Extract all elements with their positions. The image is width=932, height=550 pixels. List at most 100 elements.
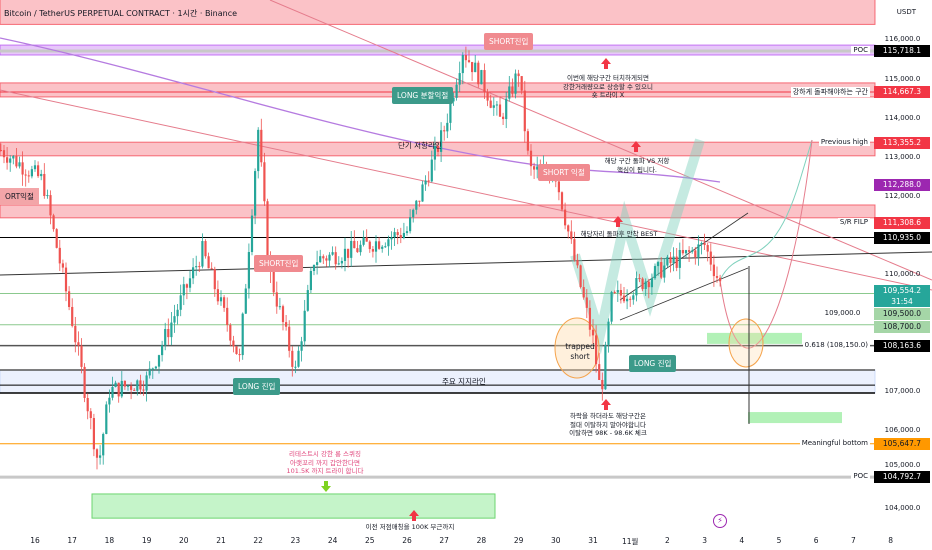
x-tick-label: 27 xyxy=(439,536,449,545)
candle xyxy=(331,252,334,255)
short-tp-badge[interactable]: SHORT 익절 xyxy=(538,164,590,181)
note-best[interactable]: 해당자리 돌파후 안착 BEST xyxy=(580,230,658,238)
lightning-icon[interactable]: ⚡ xyxy=(713,514,727,528)
candle xyxy=(492,105,495,108)
highlight-ellipse xyxy=(554,317,600,379)
candle xyxy=(585,297,588,308)
candle xyxy=(390,237,393,240)
candle xyxy=(281,306,285,323)
target-box xyxy=(748,412,842,424)
candle xyxy=(567,225,570,232)
candle xyxy=(368,241,371,250)
candle xyxy=(182,284,185,296)
long-entry-right-badge[interactable]: LONG 진입 xyxy=(629,355,677,372)
short-entry-badge[interactable]: SHORT진입 xyxy=(484,33,534,50)
level-label: POC xyxy=(851,472,870,481)
candle xyxy=(46,195,49,197)
x-tick-label: 11월 xyxy=(621,537,639,546)
candle xyxy=(80,345,83,367)
long-entry-left-badge[interactable]: LONG 진입 xyxy=(233,378,281,395)
candle xyxy=(635,278,638,296)
candle xyxy=(353,240,356,249)
candle xyxy=(688,250,691,252)
note-prev-low[interactable]: 이전 저점매칭을 100K 부근까지 xyxy=(365,523,455,531)
candle xyxy=(126,385,130,387)
candle xyxy=(644,281,647,290)
target-zone xyxy=(91,493,496,519)
level-label: S/R FILP xyxy=(837,217,870,226)
note-mid[interactable]: 해당 구간 돌파 VS 저항 핵심이 됩니다. xyxy=(605,157,670,174)
candle xyxy=(381,246,384,249)
candle xyxy=(319,256,322,263)
candle xyxy=(365,237,368,242)
candle xyxy=(49,195,52,216)
projection-path xyxy=(570,138,705,355)
candle xyxy=(570,231,573,240)
candle xyxy=(120,380,123,397)
candle xyxy=(384,246,387,248)
trend-line xyxy=(0,251,932,276)
candle xyxy=(588,307,591,330)
candle xyxy=(139,380,142,390)
candle xyxy=(449,101,452,123)
x-tick-label: 7 xyxy=(851,536,856,545)
note-line: 숏 트라이 X xyxy=(591,91,625,99)
short-tp-left-badge[interactable]: ORT익절 xyxy=(0,188,39,205)
price-tag-value: 105,647.7 xyxy=(882,438,922,448)
trapped-short-label[interactable]: trapped short xyxy=(565,342,595,361)
candle xyxy=(613,291,616,293)
candle xyxy=(9,158,12,163)
short-term-resistance-label[interactable]: 단기 저항라인 xyxy=(398,141,442,150)
candle xyxy=(626,298,629,302)
candle xyxy=(483,70,486,92)
candle xyxy=(421,184,424,202)
candle xyxy=(179,295,182,310)
candle xyxy=(86,397,89,412)
y-tick-label: 113,000.0 xyxy=(884,153,921,161)
candle xyxy=(99,455,102,458)
candle xyxy=(402,232,405,239)
candle xyxy=(691,250,694,252)
candle xyxy=(111,386,114,398)
candle xyxy=(520,76,523,91)
candle xyxy=(579,265,582,288)
candle xyxy=(359,244,362,253)
y-tick-label: 116,000.0 xyxy=(884,34,921,43)
x-tick-label: 31 xyxy=(588,536,598,545)
candle xyxy=(328,254,331,261)
price-tag-value: 109,500.0 xyxy=(882,309,922,319)
candle xyxy=(167,329,170,338)
y-tick-label: 105,000.0 xyxy=(884,461,921,470)
candle xyxy=(334,252,337,265)
x-tick-label: 2 xyxy=(665,536,670,545)
price-tag-value: 110,935.0 xyxy=(882,232,922,242)
level-label: Previous high xyxy=(818,138,870,147)
note-line: 핵심이 됩니다. xyxy=(616,165,657,174)
candle xyxy=(560,192,564,210)
major-support-label[interactable]: 주요 지지라인 xyxy=(442,377,486,386)
candle xyxy=(591,329,595,336)
note-retest[interactable]: 리테스트시 강한 롱 스퀴징 아랫꼬리 까지 갑안한다면 101.5K 까지 트… xyxy=(287,450,364,476)
candle xyxy=(61,263,64,268)
candle xyxy=(464,55,467,61)
level-label: 강하게 돌파해야하는 구간 xyxy=(790,86,870,97)
short-entry-mid-badge[interactable]: SHORT진입 xyxy=(254,255,304,272)
candle xyxy=(192,267,195,279)
candle-countdown: 31:54 xyxy=(891,297,913,307)
price-tag: 105,647.7 xyxy=(874,437,930,450)
candle xyxy=(210,268,213,270)
note-line: 이번에 해당구간 터치하게되면 xyxy=(567,74,649,82)
symbol-title[interactable]: Bitcoin / TetherUS PERPETUAL CONTRACT · … xyxy=(4,9,238,18)
candle xyxy=(95,449,99,458)
note-top[interactable]: 이번에 해당구간 터치하게되면 강한거래량으로 상승할 수 있으니 숏 트라이 … xyxy=(563,74,653,100)
candle xyxy=(198,266,201,268)
candle xyxy=(672,256,675,264)
candle xyxy=(362,237,365,245)
candle xyxy=(24,174,27,176)
candle xyxy=(37,165,40,177)
long-partial-tp-badge[interactable]: LONG 분할익절 xyxy=(392,87,454,104)
note-bottom[interactable]: 하락을 하더라도 해당구간은 절대 이탈하지 말아야합니다 이탈하면 98K -… xyxy=(569,412,647,438)
candle xyxy=(266,201,269,259)
candle xyxy=(523,90,526,132)
